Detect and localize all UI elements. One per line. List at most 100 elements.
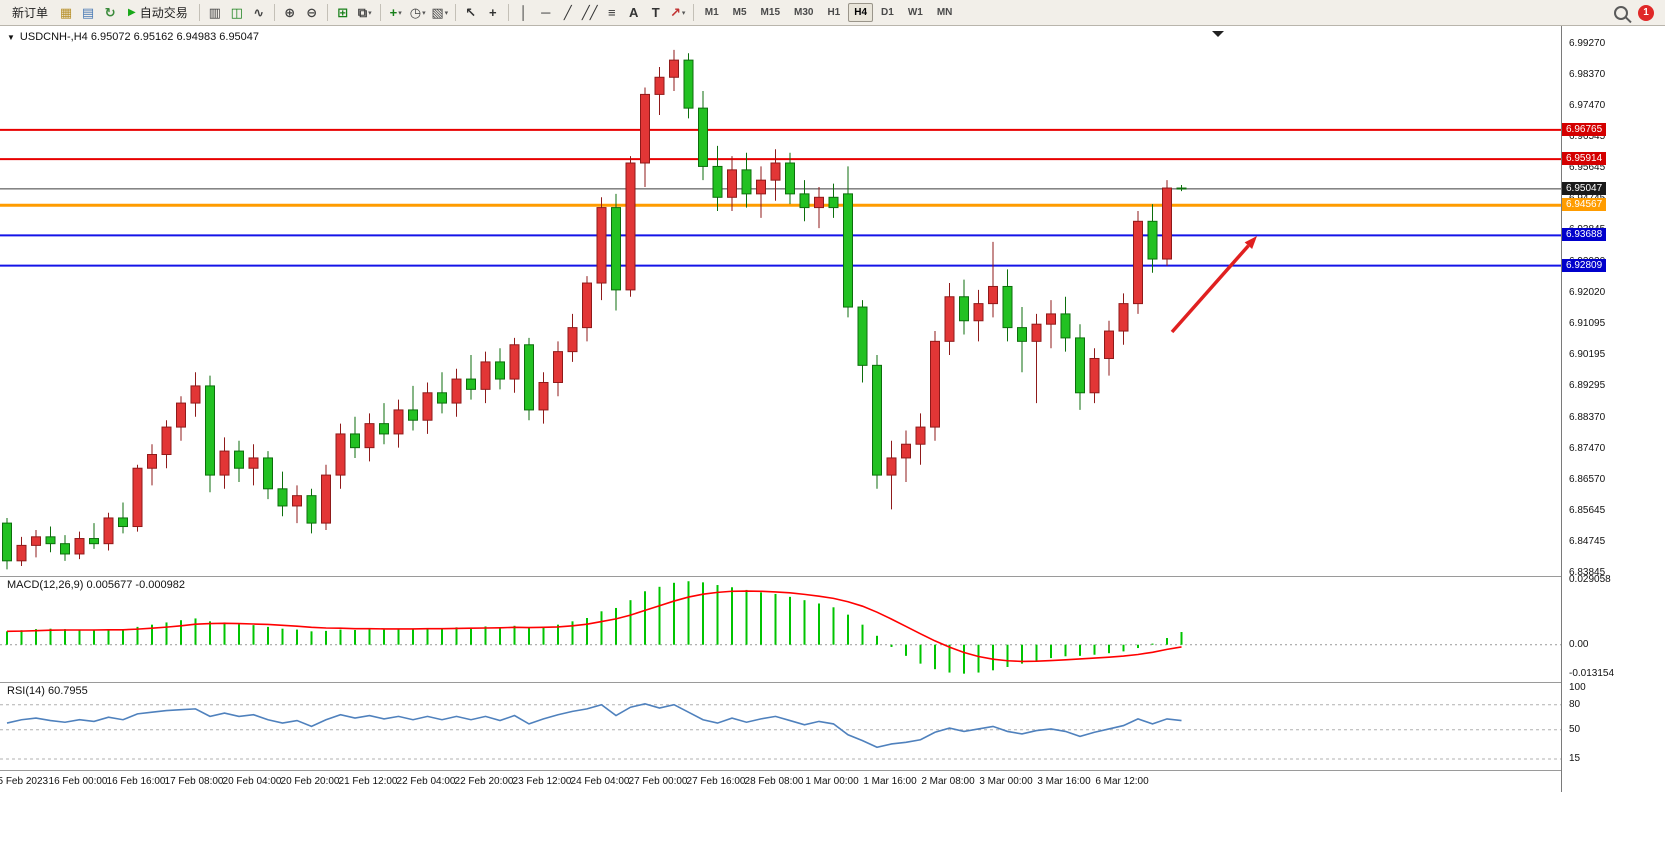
time-axis-label: 2 Mar 08:00 [921, 776, 975, 787]
macd-panel-canvas[interactable] [0, 577, 1561, 682]
price-tick-label: 6.90195 [1569, 349, 1606, 361]
timeframe-m5-button[interactable]: M5 [732, 7, 747, 18]
cascade-windows-icon[interactable]: ⧉ ▾ [355, 3, 375, 23]
rsi-axis-label: 80 [1569, 698, 1581, 710]
time-axis-label: 17 Feb 08:00 [164, 776, 224, 787]
notification-badge[interactable]: 1 [1638, 4, 1654, 21]
toolbar-right-group: 1 [1614, 4, 1660, 21]
timeframe-m15-button[interactable]: M15 [760, 7, 780, 18]
candlestick-chart-icon[interactable]: ◫ [227, 3, 247, 23]
channel-icon: ╱╱ [581, 4, 598, 20]
cascade-windows-icon: ⧉ [357, 4, 368, 20]
fibonacci-icon: ≡ [607, 5, 616, 20]
rsi-header: RSI(14) 60.7955 [7, 685, 88, 697]
timeframe-h1-button[interactable]: H1 [827, 7, 841, 18]
new-order-button[interactable]: 新订单 [5, 2, 55, 23]
label-icon: T [651, 5, 660, 20]
zoom-in-icon: ⊕ [284, 4, 296, 20]
bar-chart-icon: ▥ [208, 4, 221, 20]
toolbar-separator [198, 4, 200, 21]
refresh-icon[interactable]: ↻ [100, 3, 120, 23]
crosshair-icon[interactable]: + [483, 3, 503, 23]
candlestick-chart-icon: ◫ [230, 4, 243, 20]
time-axis-label: 27 Feb 00:00 [628, 776, 688, 787]
profiles-icon[interactable]: ▤ [78, 3, 98, 23]
time-axis-separator [0, 770, 1665, 771]
dropdown-arrow-icon: ▾ [681, 9, 686, 17]
timeframe-h4-button[interactable]: H4 [848, 3, 874, 22]
chart-symbol-header: ▼ USDCNH-,H4 6.95072 6.95162 6.94983 6.9… [7, 31, 259, 43]
zoom-out-icon[interactable]: ⊖ [302, 3, 322, 23]
cursor-icon: ↖ [465, 4, 477, 20]
rsi-axis-label: 50 [1569, 723, 1581, 735]
price-level-tag: 6.95914 [1562, 152, 1607, 166]
refresh-icon: ↻ [104, 4, 116, 20]
indicators-icon[interactable]: + ▾ [386, 3, 406, 23]
trend-arrow[interactable] [1170, 236, 1257, 334]
tile-windows-icon[interactable]: ⊞ [333, 3, 353, 23]
cursor-icon[interactable]: ↖ [461, 3, 481, 23]
text-icon[interactable]: A [624, 3, 644, 23]
new-chart-icon[interactable]: ▦ [56, 3, 76, 23]
price-chart-canvas[interactable] [0, 26, 1561, 576]
rsi-axis-label: 15 [1569, 752, 1581, 764]
vertical-line-icon[interactable]: │ [514, 3, 534, 23]
rsi-line [6, 703, 1182, 749]
fibonacci-icon[interactable]: ≡ [602, 3, 622, 23]
price-tick-label: 6.83845 [1569, 567, 1606, 578]
toolbar-separator [692, 4, 694, 21]
price-level-tag: 6.92809 [1562, 258, 1607, 272]
price-tick-label: 6.86570 [1569, 473, 1606, 485]
tile-windows-icon: ⊞ [337, 4, 349, 20]
toolbar-separator [379, 4, 381, 21]
price-tick-label: 6.97470 [1569, 99, 1606, 111]
line-chart-icon[interactable]: ∿ [249, 3, 269, 23]
macd-panel-separator[interactable] [0, 576, 1665, 577]
arrows-icon[interactable]: ↗ ▾ [668, 3, 688, 23]
vertical-line-icon: │ [519, 5, 528, 20]
time-axis-label: 28 Feb 08:00 [744, 776, 804, 787]
time-axis-label: 15 Feb 2023 [0, 776, 49, 787]
horizontal-price-lines[interactable] [0, 128, 1561, 267]
search-icon[interactable] [1614, 5, 1628, 20]
time-axis-label: 24 Feb 04:00 [570, 776, 630, 787]
timeframe-d1-button[interactable]: D1 [881, 7, 894, 18]
price-tick-label: 6.98370 [1569, 68, 1606, 80]
rsi-axis-label: 100 [1569, 682, 1586, 693]
label-icon[interactable]: T [646, 3, 666, 23]
rsi-panel-canvas[interactable] [0, 683, 1561, 770]
timeframe-w1-button[interactable]: W1 [907, 7, 923, 18]
price-tick-label: 6.87470 [1569, 442, 1606, 454]
macd-axis-label: -0.013154 [1569, 668, 1615, 679]
channel-icon[interactable]: ╱╱ [580, 3, 600, 23]
horizontal-line-icon[interactable]: ─ [536, 3, 556, 23]
periods-icon[interactable]: ◷ ▾ [408, 3, 428, 23]
auto-trading-button-label: 自动交易 [139, 6, 188, 20]
rsi-panel-separator[interactable] [0, 682, 1665, 683]
symbol-ohlc-label: USDCNH-,H4 6.95072 6.95162 6.94983 6.950… [19, 31, 260, 43]
price-tick-label: 6.91095 [1569, 318, 1606, 330]
chart-shift-marker-icon[interactable] [1212, 31, 1224, 37]
trendline-icon[interactable]: ╱ [558, 3, 578, 23]
price-level-tag: 6.94567 [1562, 198, 1607, 212]
macd-header: MACD(12,26,9) 0.005677 -0.000982 [7, 579, 185, 591]
time-axis-label: 1 Mar 00:00 [805, 776, 859, 787]
bar-chart-icon[interactable]: ▥ [205, 3, 225, 23]
periods-icon: ◷ [409, 4, 422, 20]
price-axis: 6.992706.983706.974706.965456.956456.947… [1561, 26, 1665, 792]
time-axis-label: 3 Mar 16:00 [1037, 776, 1091, 787]
time-axis-label: 21 Feb 12:00 [338, 776, 398, 787]
dropdown-arrow-icon: ▾ [422, 9, 426, 17]
timeframe-mn-button[interactable]: MN [936, 7, 953, 18]
auto-trading-button[interactable]: ▶ 自动交易 [121, 2, 195, 23]
macd-signal-line [6, 590, 1182, 663]
price-tick-label: 6.92020 [1569, 286, 1606, 298]
zoom-out-icon: ⊖ [306, 4, 318, 20]
timeframe-m30-button[interactable]: M30 [794, 7, 814, 18]
zoom-in-icon[interactable]: ⊕ [280, 3, 300, 23]
timeframe-m1-button[interactable]: M1 [704, 7, 719, 18]
dropdown-arrow-icon: ▾ [398, 9, 402, 17]
templates-icon[interactable]: ▧ ▾ [430, 3, 450, 23]
